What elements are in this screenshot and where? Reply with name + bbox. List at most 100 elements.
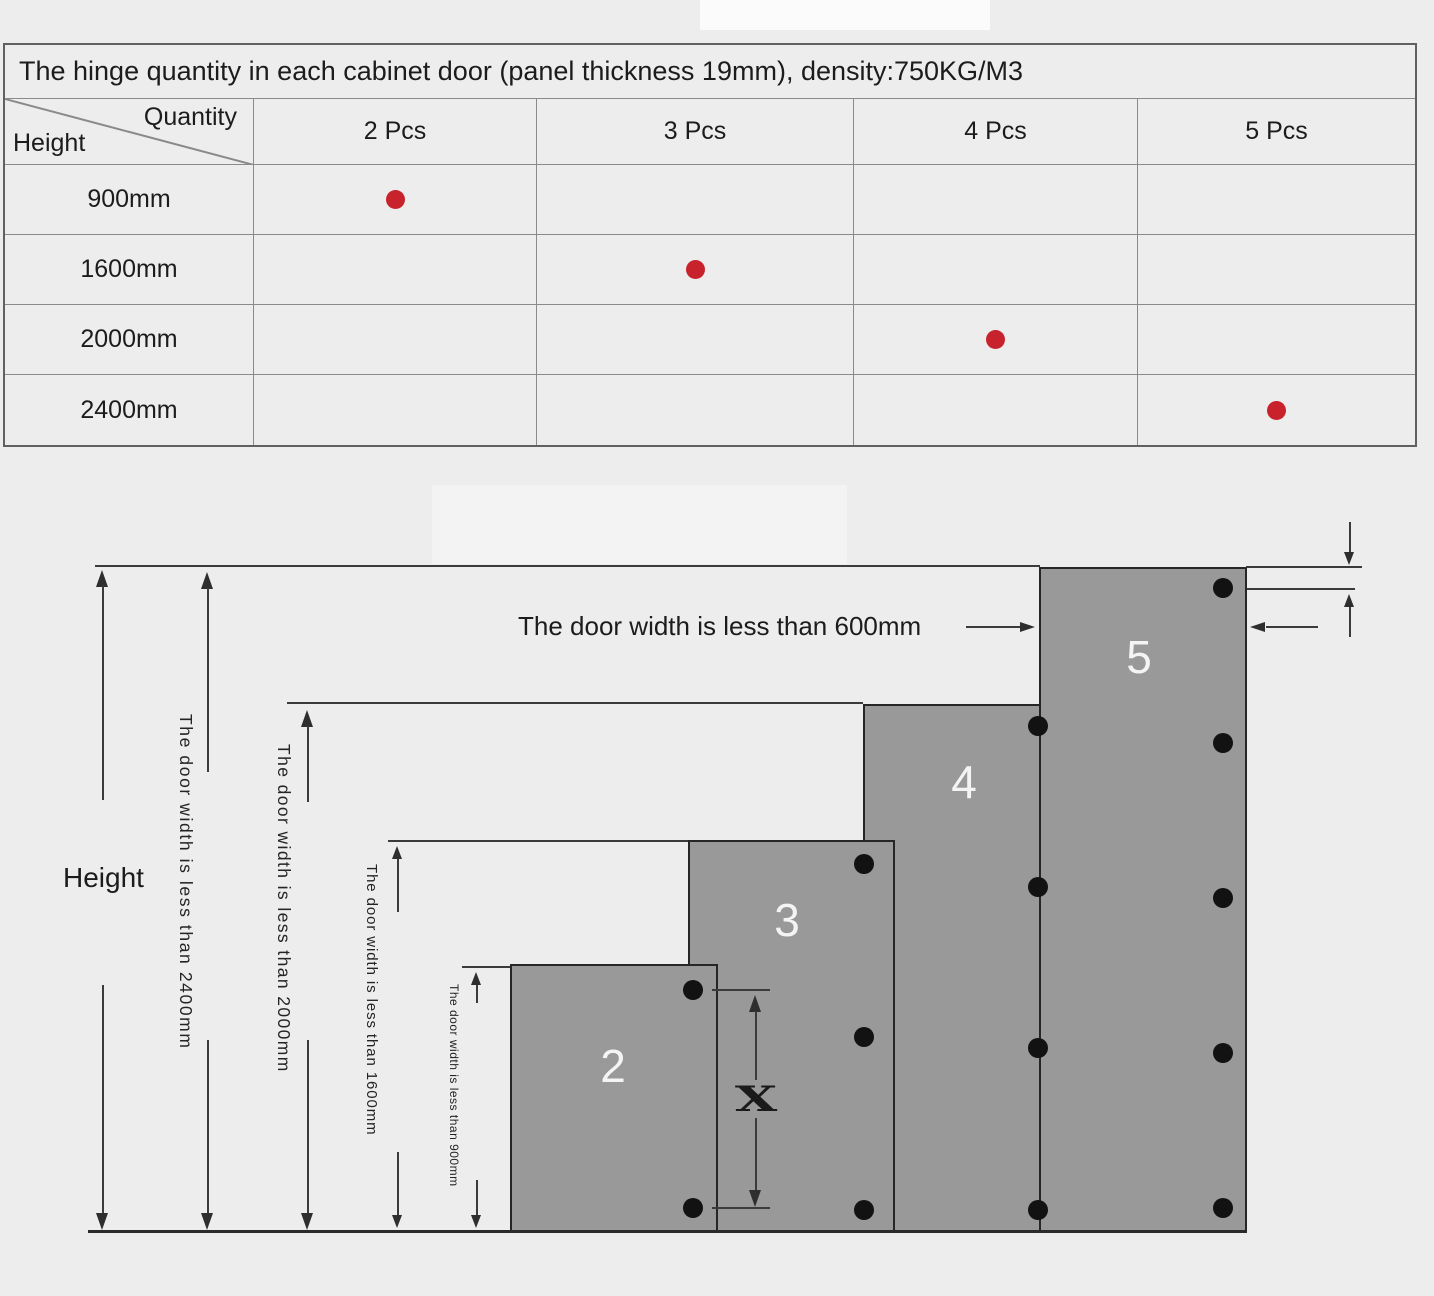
- dim-line: [207, 588, 209, 772]
- arrow-down-icon: [1344, 552, 1354, 565]
- arrow-right-icon: [1020, 622, 1035, 632]
- selected-quantity-dot: [385, 190, 405, 209]
- arrow-up-icon: [392, 846, 402, 859]
- corner-diagonal-line: [5, 99, 254, 165]
- corner-quantity-label: Quantity: [143, 103, 237, 131]
- arrow-down-icon: [96, 1213, 108, 1230]
- row-header-2400mm: 2400mm: [5, 375, 254, 445]
- level-line-900: [462, 966, 510, 968]
- table-cell: [1138, 305, 1415, 375]
- spacing-dim-line: [712, 1207, 770, 1209]
- arrow-down-icon: [301, 1213, 313, 1230]
- column-header-4pcs: 4 Pcs: [854, 99, 1138, 165]
- hinge-dot: [854, 1027, 874, 1047]
- arrow-down-icon: [749, 1190, 761, 1207]
- height-arrow-line: [102, 985, 104, 1215]
- column-header-2pcs: 2 Pcs: [254, 99, 537, 165]
- callout-arrow-line: [1266, 626, 1318, 628]
- door-width-600-label: The door width is less than 600mm: [518, 611, 922, 641]
- hinge-dot: [1028, 1038, 1048, 1058]
- door-width-2400-label: The door width is less than 2400mm: [176, 714, 196, 1050]
- door-width-2000-label: The door width is less than 2000mm: [274, 744, 294, 1073]
- table-cell: [537, 305, 854, 375]
- hinge-dot: [1213, 733, 1233, 753]
- selected-quantity-dot: [1267, 400, 1286, 420]
- arrow-up-icon: [749, 995, 761, 1012]
- watermark-patch-top: [700, 0, 990, 30]
- hinge-dot: [683, 1198, 703, 1218]
- door-5-label: 5: [1126, 631, 1152, 683]
- table-cell: [254, 235, 537, 305]
- door-2pcs: [510, 964, 718, 1233]
- dim-line: [207, 1040, 209, 1215]
- watermark-patch-mid: [432, 485, 847, 564]
- dim-line: [307, 1040, 309, 1215]
- table-cell: [537, 235, 854, 305]
- height-arrow-line: [102, 586, 104, 800]
- table-title: The hinge quantity in each cabinet door …: [5, 45, 1415, 99]
- table-cell: [254, 375, 537, 445]
- arrow-down-icon: [471, 1215, 481, 1228]
- door-5pcs: [1039, 567, 1247, 1233]
- level-line-1600: [388, 840, 688, 842]
- hinge-dot: [1213, 1043, 1233, 1063]
- arrow-up-icon: [96, 570, 108, 587]
- row-header-1600mm: 1600mm: [5, 235, 254, 305]
- door-3-label: 3: [774, 894, 800, 946]
- row-header-2000mm: 2000mm: [5, 305, 254, 375]
- column-header-5pcs: 5 Pcs: [1138, 99, 1415, 165]
- table-cell: [537, 165, 854, 235]
- table-cell: [537, 375, 854, 445]
- table-cell: [1138, 165, 1415, 235]
- height-axis-label: Height: [63, 862, 144, 893]
- table-cell: [254, 305, 537, 375]
- door-2-label: 2: [600, 1040, 626, 1092]
- hinge-dot: [1213, 1198, 1233, 1218]
- hinge-dot: [1028, 1200, 1048, 1220]
- selected-quantity-dot: [685, 260, 705, 279]
- offset-ref-line: [1246, 566, 1362, 568]
- row-header-900mm: 900mm: [5, 165, 254, 235]
- dim-line: [397, 859, 399, 912]
- hinge-dot: [854, 854, 874, 874]
- arrow-left-icon: [1250, 622, 1265, 632]
- table-cell: [854, 305, 1138, 375]
- hinge-dot: [854, 1200, 874, 1220]
- hinge-dot: [1213, 888, 1233, 908]
- door-4-label: 4: [951, 756, 977, 808]
- hinge-dot: [1028, 877, 1048, 897]
- arrow-up-icon: [471, 972, 481, 985]
- dim-line: [476, 1180, 478, 1215]
- table-cell: [1138, 375, 1415, 445]
- table-corner-cell: Quantity Height: [5, 99, 254, 165]
- arrow-down-icon: [392, 1215, 402, 1228]
- hinge-dot: [1028, 716, 1048, 736]
- level-line-2400: [95, 565, 1040, 567]
- table-cell: [1138, 235, 1415, 305]
- arrow-up-icon: [201, 572, 213, 589]
- selected-quantity-dot: [986, 330, 1005, 349]
- offset-ref-line: [1247, 588, 1355, 590]
- hinge-dot: [1213, 578, 1233, 598]
- table-cell: [854, 165, 1138, 235]
- arrow-up-icon: [1344, 594, 1354, 607]
- dim-line: [476, 985, 478, 1003]
- hinge-dot: [683, 980, 703, 1000]
- spacing-arrow-line: [755, 1011, 757, 1080]
- baseline: [88, 1230, 1247, 1233]
- dim-line: [307, 726, 309, 802]
- offset-arrow-line: [1349, 522, 1351, 553]
- level-line-2000: [287, 702, 863, 704]
- offset-arrow-line: [1349, 607, 1351, 637]
- spacing-arrow-line: [755, 1118, 757, 1192]
- door-width-900-label: The door width is less than 900mm: [447, 984, 461, 1187]
- table-cell: [254, 165, 537, 235]
- table-cell: [854, 375, 1138, 445]
- hinge-spacing-symbol: X: [734, 1078, 778, 1120]
- arrow-up-icon: [301, 710, 313, 727]
- spacing-dim-line: [712, 989, 770, 991]
- column-header-3pcs: 3 Pcs: [537, 99, 854, 165]
- dim-line: [397, 1152, 399, 1215]
- door-width-1600-label: The door width is less than 1600mm: [363, 864, 380, 1136]
